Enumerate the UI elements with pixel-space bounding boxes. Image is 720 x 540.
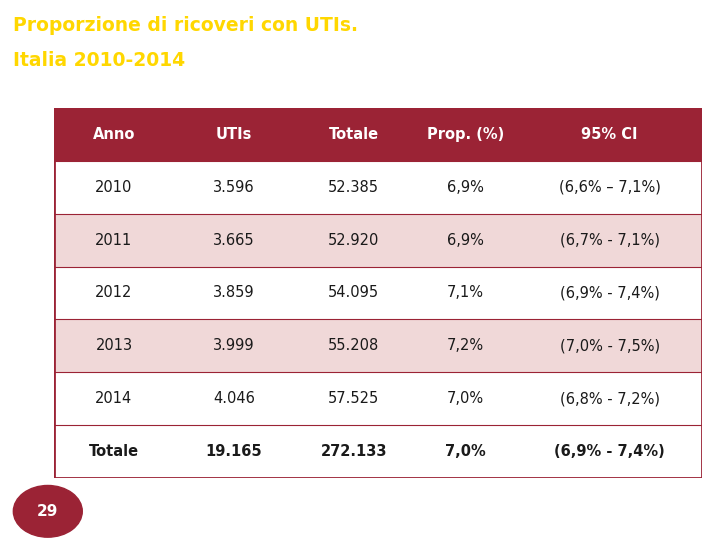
Text: 7,0%: 7,0% <box>445 444 486 459</box>
Text: 6,9%: 6,9% <box>447 180 484 195</box>
Circle shape <box>14 485 82 537</box>
Text: Prop. (%): Prop. (%) <box>427 127 504 142</box>
Text: (7,0% - 7,5%): (7,0% - 7,5%) <box>559 338 660 353</box>
Text: 7,0%: 7,0% <box>447 391 484 406</box>
Text: 2014: 2014 <box>95 391 132 406</box>
Text: 54.095: 54.095 <box>328 286 379 300</box>
Bar <box>54 161 702 214</box>
Bar <box>54 108 702 161</box>
Text: 272.133: 272.133 <box>320 444 387 459</box>
Text: 3.665: 3.665 <box>213 233 255 248</box>
Text: 52.385: 52.385 <box>328 180 379 195</box>
Text: 3.999: 3.999 <box>213 338 255 353</box>
Text: 2012: 2012 <box>95 286 132 300</box>
Bar <box>54 267 702 319</box>
Text: Proporzione di ricoveri con UTIs.: Proporzione di ricoveri con UTIs. <box>13 16 358 35</box>
Bar <box>54 214 702 267</box>
Text: UTIs: UTIs <box>215 127 252 142</box>
Text: Totale: Totale <box>328 127 379 142</box>
Text: (6,9% - 7,4%): (6,9% - 7,4%) <box>559 286 660 300</box>
Text: Totale: Totale <box>89 444 139 459</box>
Text: 3.596: 3.596 <box>213 180 255 195</box>
Text: 29: 29 <box>37 504 58 519</box>
Text: Italia 2010-2014: Italia 2010-2014 <box>13 51 185 70</box>
Text: 3.859: 3.859 <box>213 286 255 300</box>
Text: 6,9%: 6,9% <box>447 233 484 248</box>
Text: 4.046: 4.046 <box>213 391 255 406</box>
Text: (6,6% – 7,1%): (6,6% – 7,1%) <box>559 180 660 195</box>
Text: 2010: 2010 <box>95 180 132 195</box>
Bar <box>54 372 702 425</box>
Text: (6,8% - 7,2%): (6,8% - 7,2%) <box>559 391 660 406</box>
Text: 7,2%: 7,2% <box>447 338 484 353</box>
Text: 55.208: 55.208 <box>328 338 379 353</box>
Text: (6,7% - 7,1%): (6,7% - 7,1%) <box>559 233 660 248</box>
Text: 95% CI: 95% CI <box>582 127 638 142</box>
Text: 7,1%: 7,1% <box>447 286 484 300</box>
Text: 19.165: 19.165 <box>205 444 262 459</box>
Text: 57.525: 57.525 <box>328 391 379 406</box>
Text: 2011: 2011 <box>95 233 132 248</box>
Text: 52.920: 52.920 <box>328 233 379 248</box>
Text: Anno: Anno <box>93 127 135 142</box>
Text: (6,9% - 7,4%): (6,9% - 7,4%) <box>554 444 665 459</box>
Bar <box>54 425 702 478</box>
Bar <box>54 319 702 372</box>
Text: 2013: 2013 <box>95 338 132 353</box>
